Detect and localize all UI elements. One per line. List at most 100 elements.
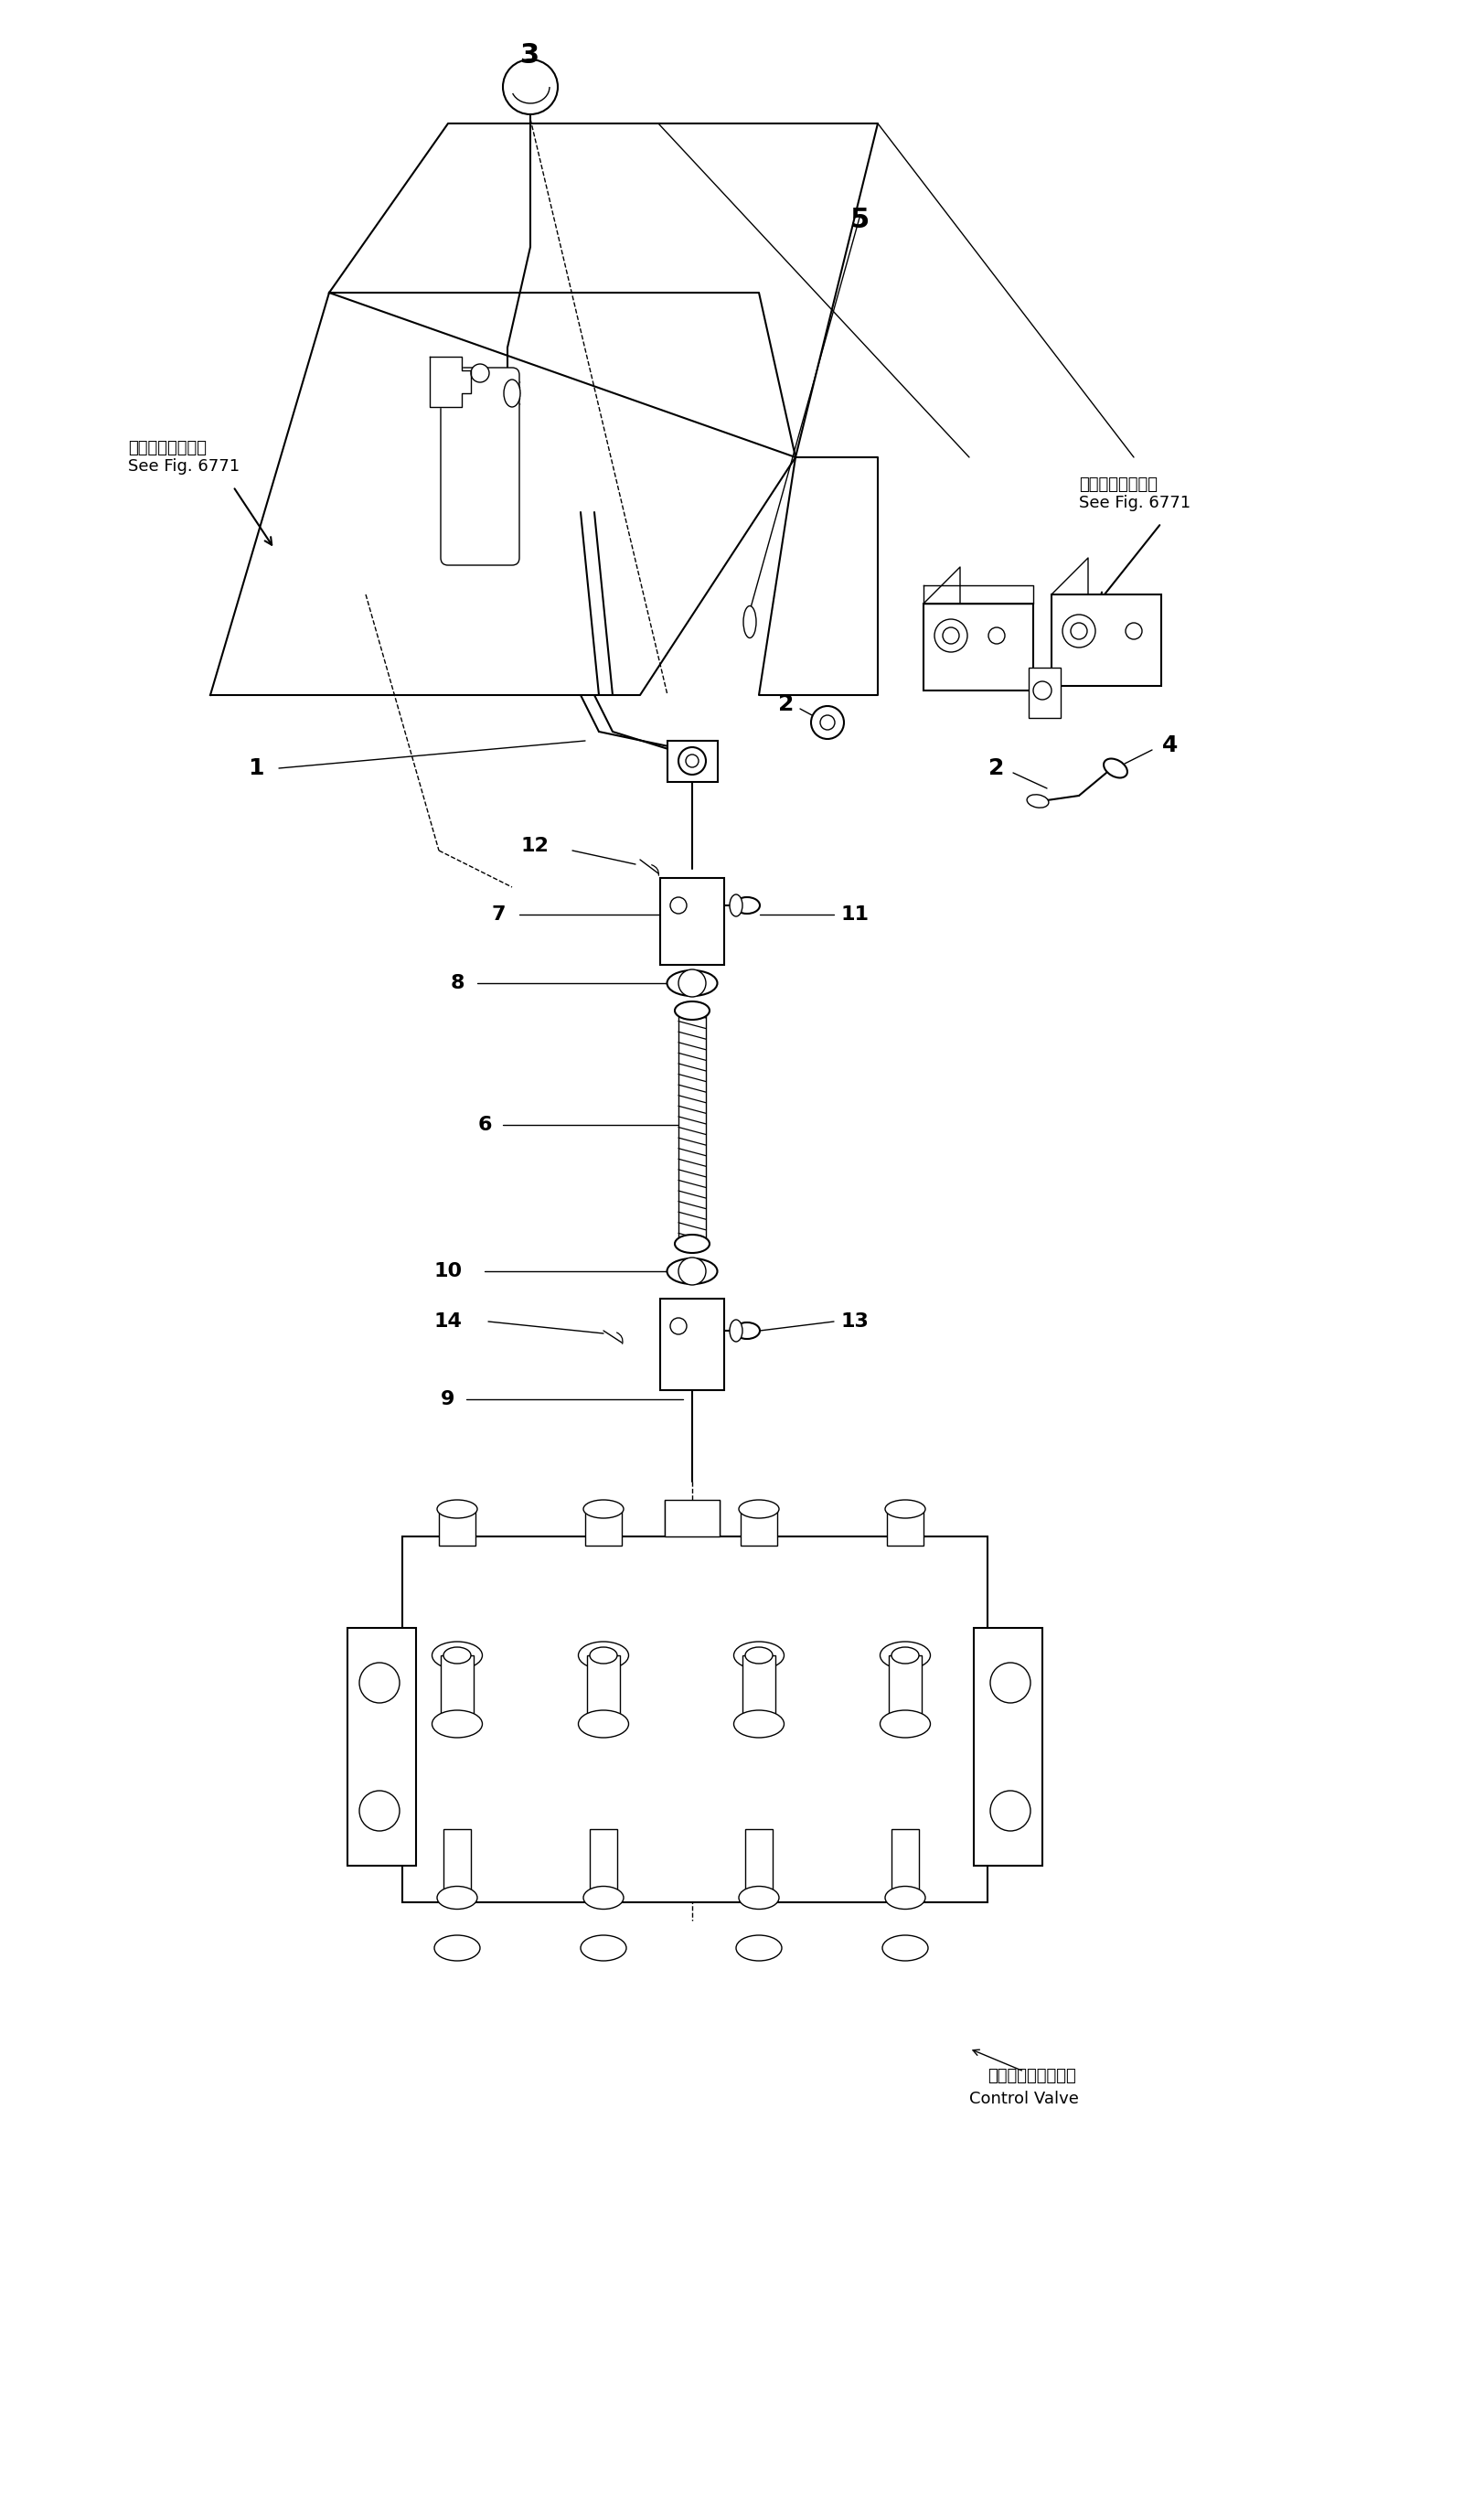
Ellipse shape xyxy=(733,1641,784,1668)
Circle shape xyxy=(942,628,959,643)
Circle shape xyxy=(819,716,834,731)
Bar xyxy=(444,1828,470,1903)
Text: 5: 5 xyxy=(849,207,868,232)
Ellipse shape xyxy=(733,1711,784,1738)
Ellipse shape xyxy=(444,1646,470,1663)
Text: 2: 2 xyxy=(778,693,794,716)
Bar xyxy=(347,1629,416,1866)
Ellipse shape xyxy=(674,1003,709,1020)
Bar xyxy=(1051,594,1160,686)
Text: 4: 4 xyxy=(1162,733,1178,756)
Ellipse shape xyxy=(577,1711,628,1738)
Bar xyxy=(1028,668,1060,718)
Circle shape xyxy=(678,1257,705,1284)
Polygon shape xyxy=(1051,559,1088,594)
Ellipse shape xyxy=(884,1499,925,1519)
Ellipse shape xyxy=(432,1711,482,1738)
Bar xyxy=(402,1536,987,1903)
Ellipse shape xyxy=(739,1499,779,1519)
Text: 7: 7 xyxy=(491,905,505,923)
Ellipse shape xyxy=(729,1319,742,1342)
Ellipse shape xyxy=(880,1641,930,1668)
Circle shape xyxy=(669,898,686,913)
Ellipse shape xyxy=(733,898,760,913)
Ellipse shape xyxy=(589,1646,617,1663)
Circle shape xyxy=(503,60,558,115)
Ellipse shape xyxy=(666,970,717,995)
Text: 第６７７１図参照: 第６７７１図参照 xyxy=(128,439,206,456)
Ellipse shape xyxy=(1027,796,1048,808)
Ellipse shape xyxy=(890,1646,919,1663)
Text: 3: 3 xyxy=(521,42,540,67)
Ellipse shape xyxy=(1103,758,1126,778)
Ellipse shape xyxy=(884,1885,925,1908)
Text: 12: 12 xyxy=(521,838,549,855)
Ellipse shape xyxy=(436,1885,476,1908)
Ellipse shape xyxy=(433,1935,479,1960)
Circle shape xyxy=(1070,624,1086,638)
Circle shape xyxy=(933,619,966,651)
Circle shape xyxy=(678,970,705,998)
Polygon shape xyxy=(329,125,877,456)
Text: 第６７７１図参照: 第６７７１図参照 xyxy=(1079,476,1158,494)
Circle shape xyxy=(359,1791,399,1831)
Ellipse shape xyxy=(881,1935,928,1960)
Bar xyxy=(660,1299,724,1389)
Ellipse shape xyxy=(736,1935,781,1960)
Text: 10: 10 xyxy=(433,1262,462,1279)
Bar xyxy=(974,1629,1042,1866)
Bar xyxy=(589,1828,617,1903)
Circle shape xyxy=(669,1317,686,1334)
Bar xyxy=(741,1509,776,1546)
Bar xyxy=(886,1509,923,1546)
Polygon shape xyxy=(758,456,877,696)
Text: See Fig. 6771: See Fig. 6771 xyxy=(128,459,239,474)
Ellipse shape xyxy=(583,1885,623,1908)
Polygon shape xyxy=(923,586,1033,604)
Text: See Fig. 6771: See Fig. 6771 xyxy=(1079,494,1190,511)
Ellipse shape xyxy=(880,1711,930,1738)
Circle shape xyxy=(359,1663,399,1703)
Ellipse shape xyxy=(674,1235,709,1252)
Bar xyxy=(668,741,717,783)
Text: 9: 9 xyxy=(441,1389,454,1409)
Text: コントロールバルブ: コントロールバルブ xyxy=(987,2068,1076,2085)
Ellipse shape xyxy=(503,379,519,407)
Bar xyxy=(439,1509,475,1546)
Bar xyxy=(660,878,724,965)
Ellipse shape xyxy=(432,1641,482,1668)
Text: 14: 14 xyxy=(433,1312,462,1332)
Circle shape xyxy=(678,748,705,776)
Ellipse shape xyxy=(666,1259,717,1284)
Ellipse shape xyxy=(583,1499,623,1519)
Circle shape xyxy=(988,628,1005,643)
Bar xyxy=(586,1656,619,1728)
Circle shape xyxy=(1033,681,1051,701)
Ellipse shape xyxy=(745,1646,772,1663)
Text: 2: 2 xyxy=(988,758,1005,778)
Ellipse shape xyxy=(733,1322,760,1339)
Polygon shape xyxy=(923,566,960,604)
Text: Control Valve: Control Valve xyxy=(969,2090,1079,2107)
Ellipse shape xyxy=(436,1499,476,1519)
Circle shape xyxy=(1125,624,1141,638)
Circle shape xyxy=(990,1663,1030,1703)
Bar xyxy=(745,1828,772,1903)
Circle shape xyxy=(990,1791,1030,1831)
Polygon shape xyxy=(429,357,470,407)
Bar xyxy=(923,604,1033,691)
Ellipse shape xyxy=(577,1641,628,1668)
Ellipse shape xyxy=(739,1885,779,1908)
Ellipse shape xyxy=(729,895,742,915)
Text: 8: 8 xyxy=(450,975,464,993)
Text: 13: 13 xyxy=(840,1312,868,1332)
Circle shape xyxy=(470,364,488,382)
Bar xyxy=(441,1656,473,1728)
Text: 1: 1 xyxy=(248,758,264,778)
Ellipse shape xyxy=(743,606,755,638)
Text: 6: 6 xyxy=(478,1115,491,1135)
Text: 11: 11 xyxy=(840,905,868,923)
Circle shape xyxy=(1063,614,1095,648)
Bar xyxy=(890,1828,919,1903)
Polygon shape xyxy=(211,292,795,696)
